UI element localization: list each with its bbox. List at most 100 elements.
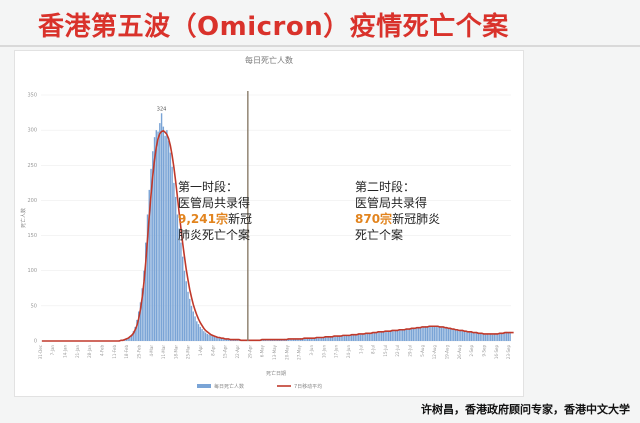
bar (409, 328, 411, 341)
bar (368, 333, 370, 341)
bar (220, 338, 223, 341)
chart-title: 每日死亡人数 (245, 55, 293, 65)
bar (379, 332, 381, 341)
bar (134, 326, 136, 341)
bar (361, 333, 363, 341)
bar (495, 333, 497, 341)
bar (222, 338, 224, 341)
bar (475, 332, 478, 341)
bar (227, 339, 230, 341)
bar (226, 338, 228, 341)
bar (382, 331, 385, 341)
bar (171, 166, 173, 341)
bar (303, 338, 305, 341)
bar (423, 326, 425, 341)
bar (322, 337, 325, 341)
bar (266, 340, 268, 341)
bar (167, 140, 170, 341)
phase2-annotation: 第二时段： 医管局共录得 870宗新冠肺炎 死亡个案 (355, 179, 440, 243)
phase1-count-suffix: 新冠 (227, 212, 252, 226)
x-tick-label: 18-Feb (124, 345, 129, 359)
chart-panel: 每日死亡人数 0 50 100 150 200 250 300 350 324 31-Dec 7… (14, 50, 524, 397)
phase2-count-suffix: 新冠肺炎 (392, 212, 441, 226)
bar (166, 130, 168, 341)
x-tick-label: 1-Apr (198, 345, 203, 356)
y-tick-label: 100 (27, 268, 37, 274)
phase2-count-line: 870宗新冠肺炎 (355, 211, 440, 227)
bar (190, 305, 193, 341)
bar (324, 336, 326, 341)
bar (435, 325, 437, 341)
bar (336, 336, 339, 341)
bar (217, 337, 219, 341)
x-tick-label: 2-Sep (469, 345, 474, 357)
x-tick-label: 1-Jul (358, 345, 363, 354)
x-tick-label: 19-Aug (445, 345, 450, 360)
deaths-chart: 每日死亡人数 0 50 100 150 200 250 300 350 324 31-Dec 7… (20, 55, 514, 390)
x-tick-label: 20-May (284, 344, 289, 359)
bar (405, 329, 407, 341)
bar (403, 329, 406, 341)
credit-line: 许树昌，香港政府顾问专家，香港中文大学 (421, 403, 630, 416)
bar (486, 333, 488, 341)
x-tick-label: 10-Jun (321, 345, 326, 358)
bar (187, 291, 189, 341)
bar (359, 334, 362, 341)
x-tick-label: 8-Apr (210, 345, 215, 356)
bar (329, 336, 332, 341)
bar (391, 330, 393, 341)
bar (342, 335, 344, 341)
bar (338, 336, 341, 341)
legend: 每日死亡人数 7日移动平均 (197, 383, 322, 390)
x-tick-label: 11-Feb (112, 345, 117, 359)
bar (150, 168, 152, 341)
x-tick-label: 29-Apr (247, 345, 252, 359)
bar (497, 333, 499, 341)
bar (143, 270, 145, 341)
bar (442, 326, 444, 341)
bar (454, 330, 457, 341)
bar (460, 330, 462, 341)
bar (366, 333, 369, 341)
bar (127, 337, 129, 341)
bar (146, 214, 149, 341)
bar (384, 331, 386, 341)
legend-label-line: 7日移动平均 (294, 383, 322, 390)
bar (183, 270, 186, 341)
bar (509, 331, 511, 341)
bar (236, 340, 238, 341)
bar (148, 189, 150, 341)
bar (319, 337, 321, 341)
x-tick-label: 31-Dec (38, 345, 43, 359)
bar (421, 327, 423, 341)
bar (173, 182, 175, 341)
bar (340, 336, 342, 341)
x-tick-label: 25-Feb (136, 345, 141, 359)
x-tick-label: 7-Jan (50, 345, 55, 356)
bar (182, 256, 184, 341)
bar (352, 335, 355, 341)
x-tick-label: 22-Apr (235, 345, 240, 359)
bar (215, 337, 217, 341)
bar (137, 311, 140, 341)
x-tick-label: 9-Sep (481, 345, 486, 357)
y-tick-label: 0 (34, 339, 37, 345)
bar (446, 327, 448, 341)
bar (201, 329, 203, 341)
bar (477, 333, 480, 341)
x-tick-label: 12-Aug (432, 345, 437, 360)
bar (178, 228, 180, 341)
x-tick-label: 17-Jun (334, 345, 339, 358)
x-tick-label: 13-May (272, 344, 277, 359)
bar (502, 333, 504, 341)
bar (141, 288, 143, 341)
bar (312, 338, 314, 341)
bar (317, 338, 319, 341)
bar (414, 327, 416, 341)
bar (458, 331, 460, 341)
y-tick-label: 300 (27, 128, 37, 134)
peak-value-label: 324 (157, 106, 167, 112)
bar (488, 334, 490, 341)
bar (417, 327, 420, 341)
bar (335, 336, 337, 341)
